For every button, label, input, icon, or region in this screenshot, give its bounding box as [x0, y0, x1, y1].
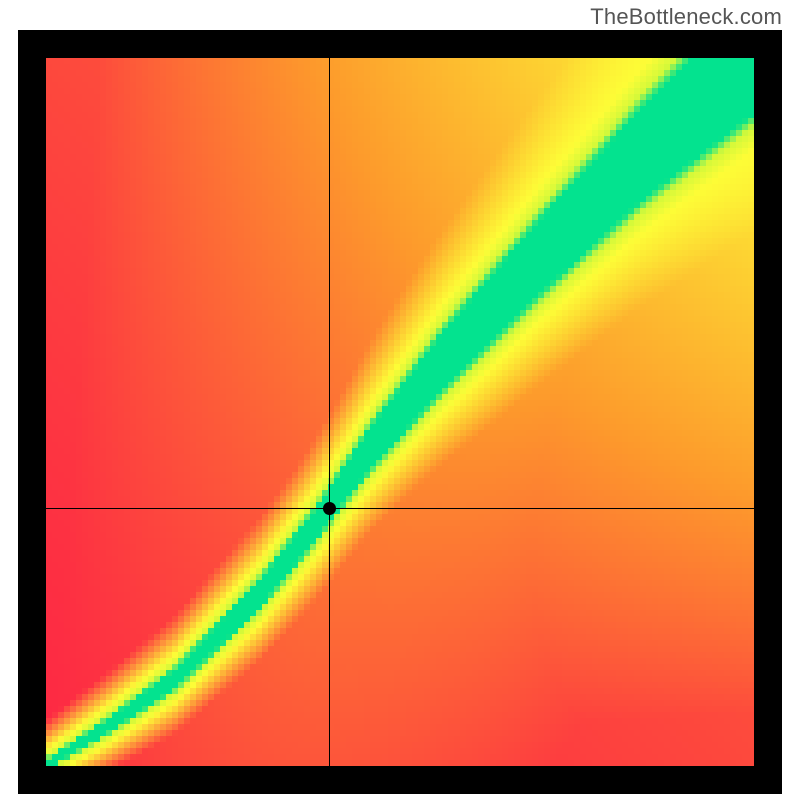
crosshair-h — [46, 508, 754, 509]
marker-dot — [323, 502, 336, 515]
frame-bottom — [18, 766, 782, 794]
frame-left — [18, 30, 46, 794]
heatmap-plot — [46, 58, 754, 766]
frame-top — [18, 30, 782, 58]
frame-right — [754, 30, 782, 794]
bottleneck-chart: TheBottleneck.com — [0, 0, 800, 800]
watermark-text: TheBottleneck.com — [590, 4, 782, 30]
crosshair-v — [329, 58, 330, 766]
